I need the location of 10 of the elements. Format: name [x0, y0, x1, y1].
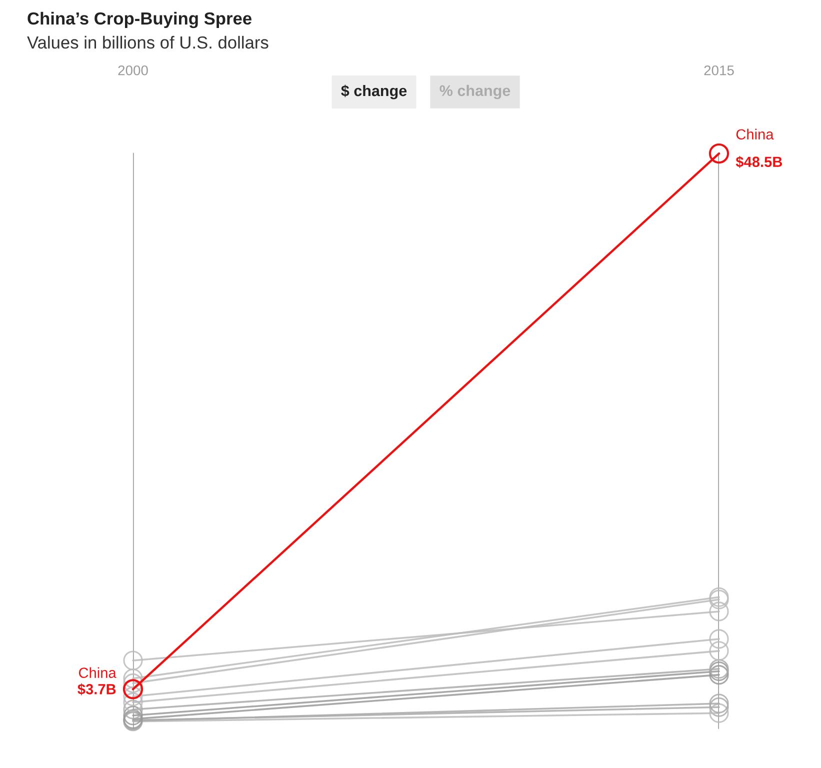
- data-label: $48.5B: [736, 156, 782, 168]
- data-label: $3.7B: [78, 683, 116, 696]
- text: % change: [440, 84, 510, 100]
- series-label: China: [78, 667, 116, 678]
- text: $ change: [341, 84, 407, 100]
- chart-title: China’s Crop-Buying Spree: [28, 12, 252, 28]
- x-tick-label: 2000: [118, 65, 148, 76]
- x-tick-label: 2015: [704, 65, 734, 76]
- text: China: [736, 128, 774, 140]
- chart-subtitle: Values in billions of U.S. dollars: [27, 36, 268, 49]
